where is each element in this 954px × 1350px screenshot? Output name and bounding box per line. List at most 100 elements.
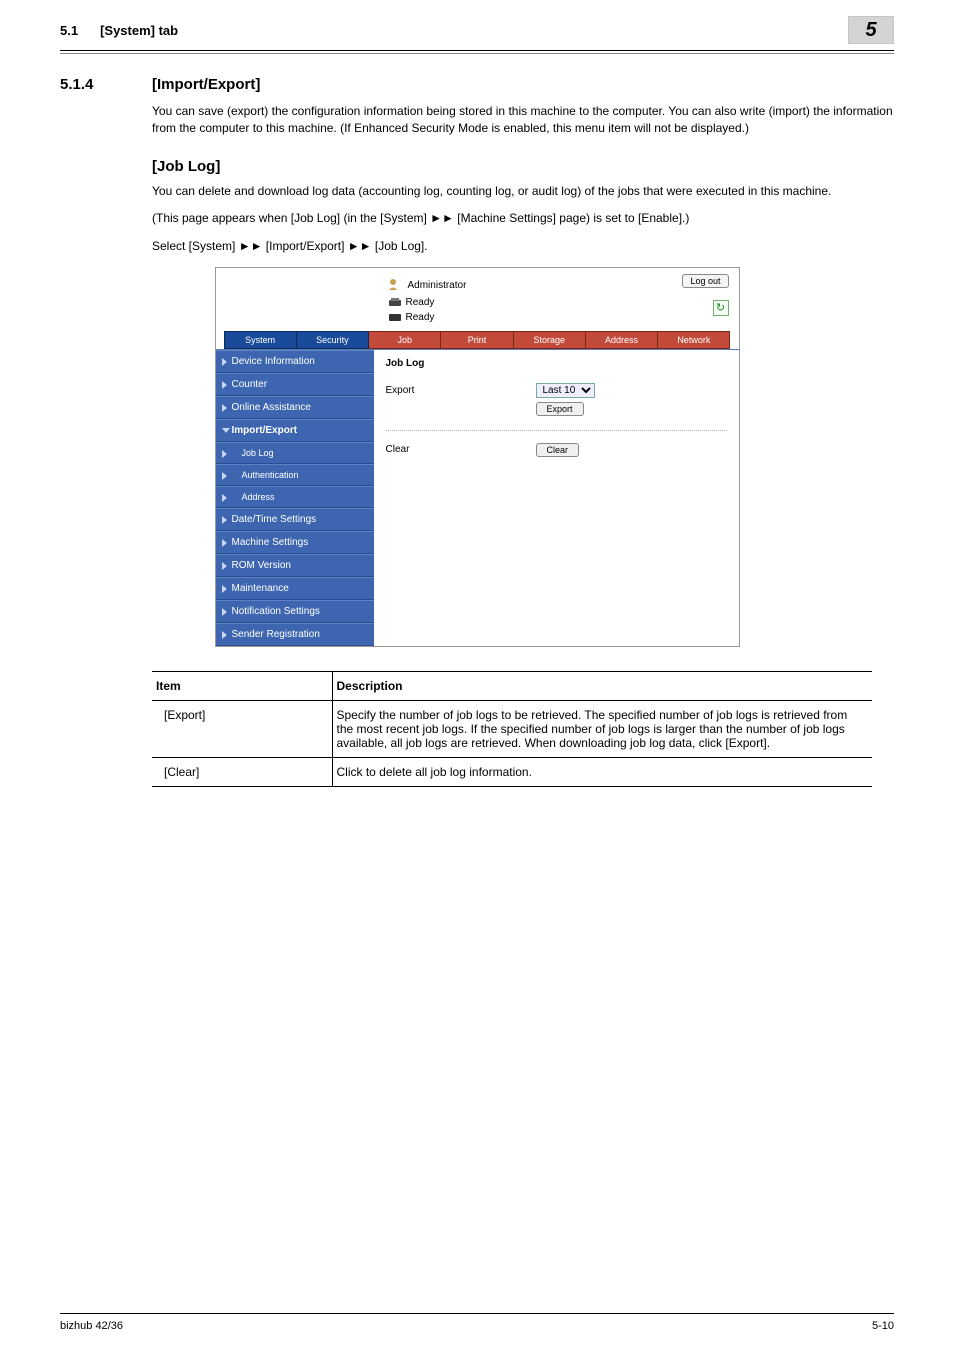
chevron-icon [222, 494, 227, 502]
sidebar-item-label: Counter [232, 379, 268, 390]
chevron-icon [222, 631, 227, 639]
sidebar-item-label: Maintenance [232, 583, 289, 594]
chevron-icon [222, 472, 227, 480]
admin-icon [388, 278, 404, 293]
cell-item: [Export] [152, 700, 332, 757]
sidebar-item-label: Device Information [232, 356, 315, 367]
clear-row: Clear Clear [386, 443, 727, 457]
chevron-icon [222, 358, 227, 366]
sub-p2: (This page appears when [Job Log] (in th… [152, 210, 894, 227]
sidebar-item[interactable]: Counter [216, 373, 374, 396]
tab-print[interactable]: Print [441, 331, 513, 349]
chevron-icon [222, 450, 227, 458]
sidebar-item-label: Machine Settings [232, 537, 309, 548]
tab-security[interactable]: Security [297, 331, 369, 349]
sidebar-item-label: Authentication [242, 470, 299, 480]
header-section-title: [System] tab [100, 23, 178, 38]
sidebar: Device Information Counter Online Assistan… [216, 350, 374, 646]
tab-storage[interactable]: Storage [514, 331, 586, 349]
content-separator [386, 430, 727, 431]
webui-body: Device Information Counter Online Assistan… [216, 349, 739, 646]
export-button[interactable]: Export [536, 402, 584, 416]
scanner-status-icon [388, 312, 402, 323]
tab-job[interactable]: Job [369, 331, 441, 349]
webui-topbar: Administrator Ready Ready Log out ↻ [216, 268, 739, 327]
chevron-icon [222, 539, 227, 547]
section-title: [Import/Export] [152, 76, 260, 93]
export-select[interactable]: Last 10 [536, 383, 595, 398]
chapter-tab: 5 [848, 16, 894, 44]
header-rule-1 [60, 50, 894, 51]
sidebar-item[interactable]: Device Information [216, 350, 374, 373]
sidebar-item-label: Notification Settings [232, 606, 320, 617]
webui-screenshot: Administrator Ready Ready Log out ↻ Syst… [215, 267, 740, 647]
page-footer: bizhub 42/36 5-10 [60, 1313, 894, 1332]
tab-address[interactable]: Address [586, 331, 658, 349]
export-label: Export [386, 385, 536, 396]
th-item: Item [152, 671, 332, 700]
chevron-icon [222, 562, 227, 570]
chevron-icon [222, 428, 230, 433]
export-btn-row: Export [386, 402, 727, 416]
export-row: Export Last 10 [386, 383, 727, 398]
table-row: [Export]Specify the number of job logs t… [152, 700, 872, 757]
chevron-icon [222, 585, 227, 593]
subsection-title: [Job Log] [0, 148, 954, 179]
sidebar-item-label: ROM Version [232, 560, 291, 571]
clear-label: Clear [386, 444, 536, 455]
sidebar-item[interactable]: Online Assistance [216, 396, 374, 419]
page-header: 5.1 [System] tab 5 [0, 0, 954, 50]
header-section-num: 5.1 [60, 23, 78, 38]
sidebar-item[interactable]: Job Log [216, 442, 374, 464]
webui-role: Administrator [388, 278, 727, 293]
sidebar-item-label: Online Assistance [232, 402, 312, 413]
sidebar-item[interactable]: Maintenance [216, 577, 374, 600]
sidebar-item[interactable]: Import/Export [216, 419, 374, 442]
chevron-icon [222, 608, 227, 616]
sidebar-item[interactable]: ROM Version [216, 554, 374, 577]
header-rule-2 [60, 53, 894, 54]
cell-item: [Clear] [152, 757, 332, 786]
sidebar-item[interactable]: Authentication [216, 464, 374, 486]
cell-desc: Specify the number of job logs to be ret… [332, 700, 872, 757]
tab-network[interactable]: Network [658, 331, 730, 349]
status-2: Ready [388, 312, 727, 323]
section-number: 5.1.4 [60, 76, 152, 93]
tab-system[interactable]: System [224, 331, 297, 349]
intro-text: You can save (export) the configuration … [0, 99, 954, 138]
description-table: Item Description [Export]Specify the num… [152, 671, 872, 787]
sidebar-item-label: Address [242, 492, 275, 502]
sidebar-item[interactable]: Date/Time Settings [216, 508, 374, 531]
sidebar-item[interactable]: Sender Registration [216, 623, 374, 646]
cell-desc: Click to delete all job log information. [332, 757, 872, 786]
sub-p3: Select [System] ►► [Import/Export] ►► [J… [152, 238, 894, 255]
status2-label: Ready [406, 312, 435, 323]
sub-p1: You can delete and download log data (ac… [152, 183, 894, 200]
chevron-icon [222, 404, 227, 412]
content-title: Job Log [386, 358, 727, 369]
footer-right: 5-10 [872, 1320, 894, 1332]
refresh-button[interactable]: ↻ [713, 300, 729, 316]
sidebar-item-label: Import/Export [232, 425, 298, 436]
sidebar-item-label: Date/Time Settings [232, 514, 317, 525]
table-row: [Clear]Click to delete all job log infor… [152, 757, 872, 786]
section-heading: 5.1.4 [Import/Export] [0, 72, 954, 99]
chevron-icon [222, 381, 227, 389]
status1-label: Ready [406, 297, 435, 308]
content-pane: Job Log Export Last 10 Export Clear Clea… [374, 350, 739, 646]
sidebar-item-label: Job Log [242, 448, 274, 458]
chapter-number: 5 [865, 19, 876, 42]
subsection-text: You can delete and download log data (ac… [0, 179, 954, 255]
logout-button[interactable]: Log out [682, 274, 728, 288]
footer-left: bizhub 42/36 [60, 1320, 123, 1332]
sidebar-item[interactable]: Machine Settings [216, 531, 374, 554]
printer-status-icon [388, 297, 402, 308]
th-desc: Description [332, 671, 872, 700]
sidebar-item[interactable]: Notification Settings [216, 600, 374, 623]
export-controls: Last 10 [536, 383, 595, 398]
sidebar-item-label: Sender Registration [232, 629, 320, 640]
role-label: Administrator [408, 280, 467, 291]
sidebar-item[interactable]: Address [216, 486, 374, 508]
clear-button[interactable]: Clear [536, 443, 580, 457]
webui-tabs: System Security Job Print Storage Addres… [216, 327, 739, 349]
